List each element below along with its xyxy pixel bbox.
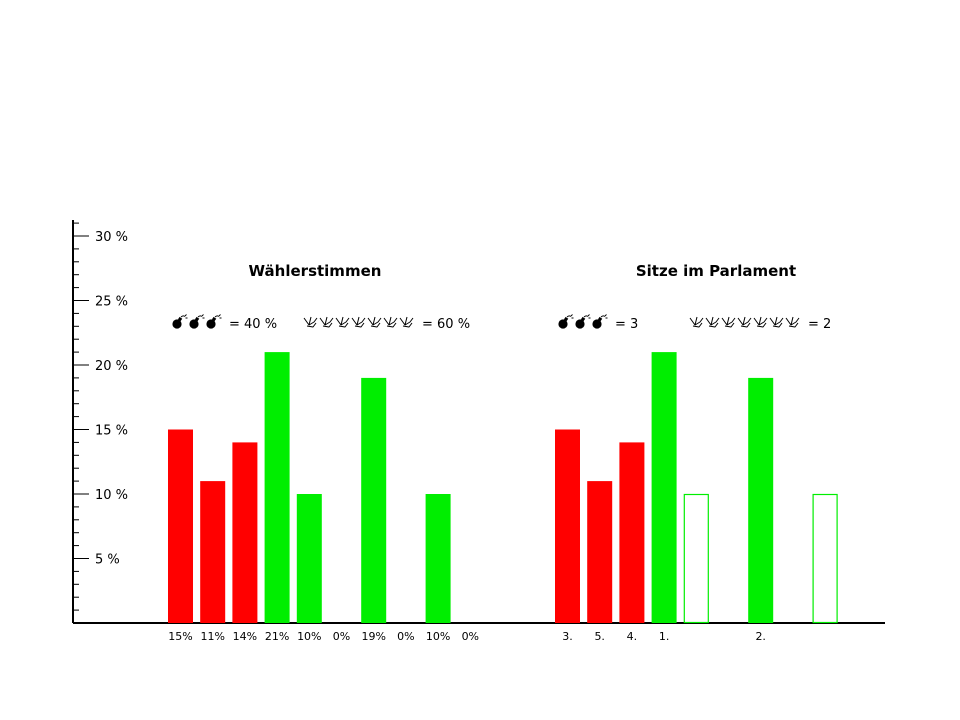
category-label: 3. [562, 630, 573, 643]
y-tick-label: 10 % [95, 488, 128, 503]
chart-title: Sitze im Parlament [636, 262, 796, 280]
bar [651, 352, 677, 623]
bomb-icon [558, 314, 574, 329]
legend-red-text: = 3 [615, 317, 638, 332]
category-label: 2. [755, 630, 766, 643]
category-label: 10% [426, 630, 450, 643]
category-label: 4. [627, 630, 638, 643]
dove-icon [737, 316, 752, 328]
bar [748, 377, 774, 623]
y-tick-label: 15 % [95, 424, 128, 439]
y-tick-label: 5 % [95, 553, 120, 568]
dove-icon [785, 316, 800, 328]
chart-title: Wählerstimmen [249, 262, 382, 280]
bar [683, 493, 709, 624]
dove-icon [769, 316, 784, 328]
panel-waehlerstimmen: Wählerstimmen = 40 % = 60 % 15% 11% 14% 21% 10%… [168, 262, 479, 643]
dove-icon [335, 316, 350, 328]
y-tick-label: 30 % [95, 230, 128, 245]
bar [264, 352, 290, 623]
legend: = 40 % = 60 % [172, 314, 470, 332]
category-label: 1. [659, 630, 670, 643]
dove-icon [367, 316, 382, 328]
category-label: 14% [233, 630, 257, 643]
bar [812, 493, 838, 624]
y-tick-label: 20 % [95, 359, 128, 374]
bar [361, 377, 387, 623]
dove-icon [705, 316, 720, 328]
category-label: 0% [397, 630, 414, 643]
bar [425, 494, 451, 623]
bar [587, 481, 613, 623]
panel-sitze-im-parlament: Sitze im Parlament = 3 = 2 3. 5. 4. 1. 2. [555, 262, 838, 643]
dove-icon [399, 316, 414, 328]
y-tick-label: 25 % [95, 295, 128, 310]
dove-icon [721, 316, 736, 328]
dove-icon [689, 316, 704, 328]
bomb-icon [172, 314, 188, 329]
bar [200, 481, 226, 623]
bomb-icon [575, 314, 591, 329]
category-label: 5. [594, 630, 605, 643]
dove-icon [303, 316, 318, 328]
bar [168, 429, 193, 623]
dove-icon [753, 316, 768, 328]
category-label: 11% [200, 630, 224, 643]
bar [619, 442, 645, 623]
bar [232, 442, 258, 623]
bar [555, 429, 580, 623]
category-label: 10% [297, 630, 321, 643]
bomb-icon [206, 314, 222, 329]
dove-icon [383, 316, 398, 328]
bomb-icon [189, 314, 205, 329]
legend: = 3 = 2 [558, 314, 831, 332]
dove-icon [351, 316, 366, 328]
category-label: 0% [462, 630, 479, 643]
dove-icon [319, 316, 334, 328]
category-label: 19% [361, 630, 385, 643]
category-label: 0% [333, 630, 350, 643]
category-label: 15% [168, 630, 192, 643]
legend-green-text: = 2 [808, 317, 831, 332]
category-label: 21% [265, 630, 289, 643]
bar [296, 494, 322, 623]
legend-green-text: = 60 % [422, 317, 470, 332]
legend-red-text: = 40 % [229, 317, 277, 332]
bomb-icon [592, 314, 608, 329]
